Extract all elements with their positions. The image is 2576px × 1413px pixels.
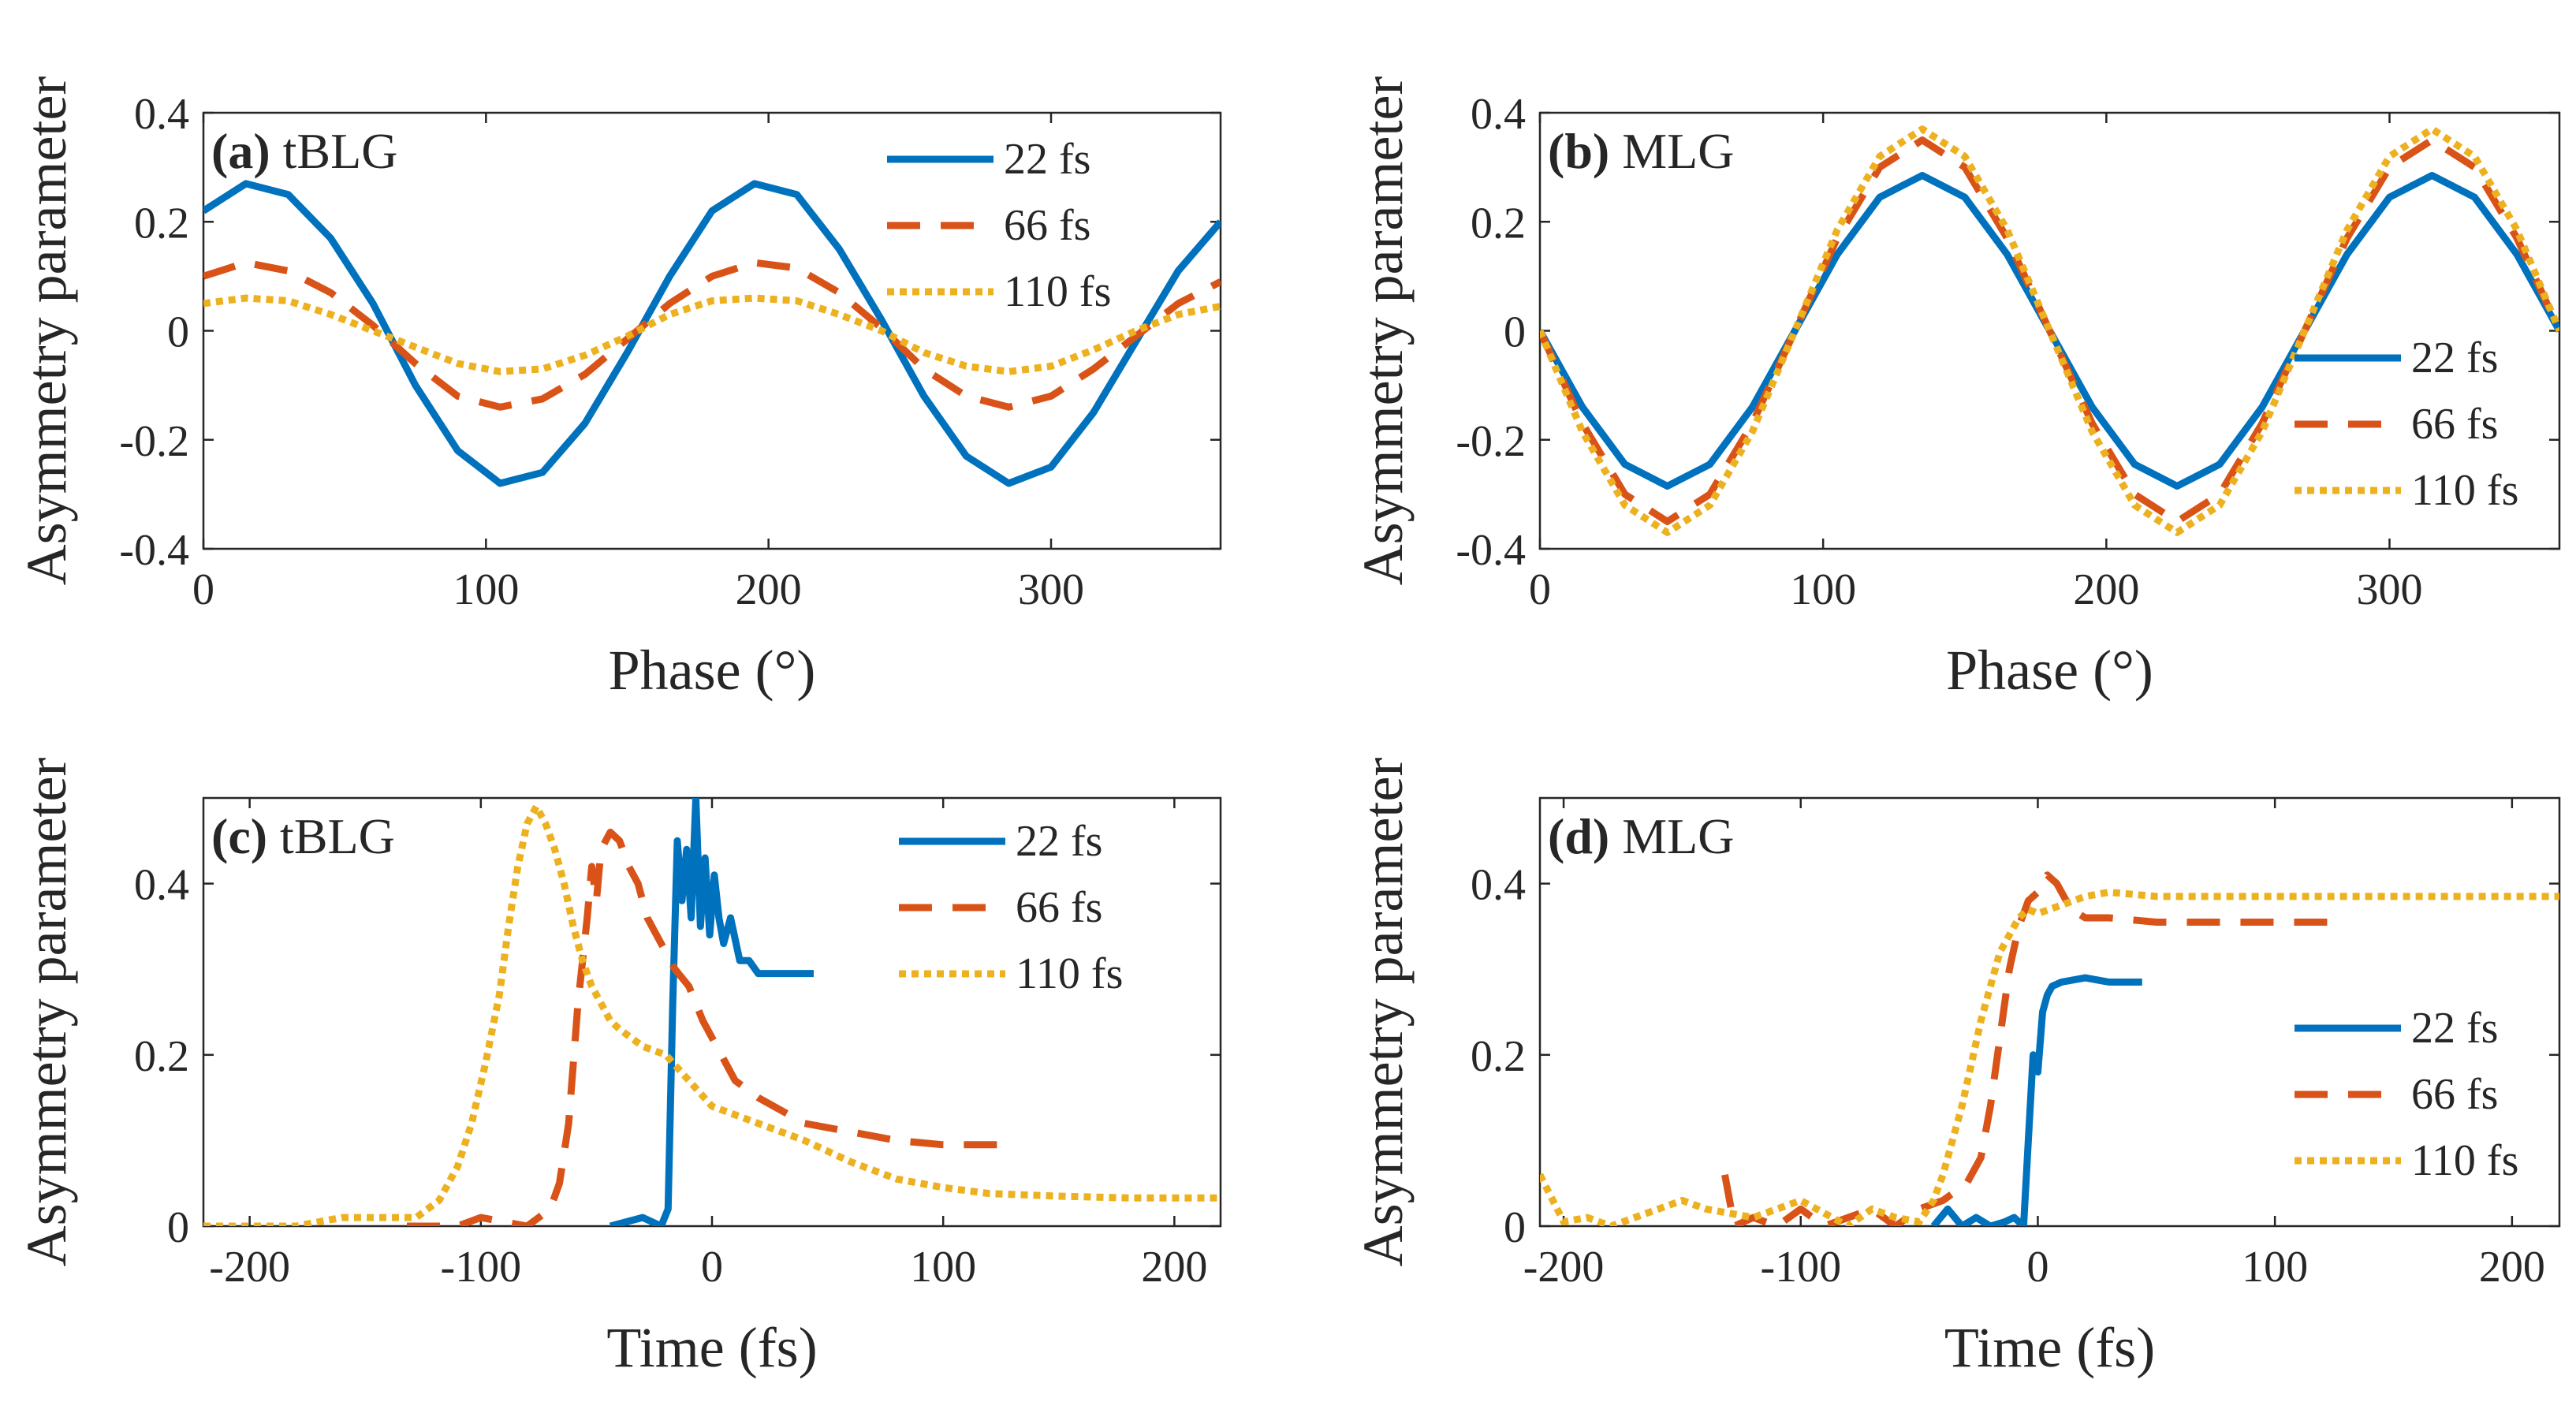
legend-label: 66 fs	[1016, 883, 1102, 932]
y-tick-label: 0.2	[1471, 1032, 1526, 1081]
y-tick-label: 0	[167, 308, 189, 357]
series-line-110-fs	[1540, 125, 2559, 536]
legend-label: 22 fs	[1016, 817, 1102, 866]
y-tick-label: -0.2	[1456, 417, 1526, 466]
x-tick-label: 100	[910, 1243, 976, 1292]
panel-sample: MLG	[1622, 123, 1734, 179]
panel-tag: (c)	[211, 808, 280, 864]
x-tick-label: 300	[1018, 565, 1084, 614]
legend: 22 fs 66 fs 110 fs	[2295, 1004, 2518, 1185]
series-group	[1540, 871, 2559, 1226]
series-group	[203, 180, 1221, 487]
series-line-22-fs	[609, 798, 814, 1226]
x-tick-label: 100	[1790, 565, 1856, 614]
legend: 22 fs 66 fs 110 fs	[899, 817, 1123, 998]
x-tick-label: 0	[701, 1243, 723, 1292]
legend-label: 110 fs	[2411, 1136, 2518, 1185]
legend-label: 110 fs	[1004, 267, 1111, 316]
y-tick-label: 0.4	[134, 861, 189, 910]
y-tick-label: 0.2	[134, 1032, 189, 1081]
series-line-22-fs	[1930, 974, 2142, 1226]
legend-label: 22 fs	[2411, 334, 2498, 382]
y-axis-label: Asymmetry parameter	[1351, 758, 1415, 1267]
x-tick-label: 200	[2479, 1243, 2545, 1292]
panel-sample: tBLG	[283, 123, 398, 179]
y-tick-label: -0.4	[1456, 526, 1526, 575]
y-tick-label: 0.4	[1471, 861, 1526, 910]
panel-b: 0 100 200 300 -0.4 -0.2 0 0.2 0.4 Phase (°) Asymme…	[1351, 76, 2561, 702]
series-group	[203, 798, 1221, 1226]
series-line-66-fs	[203, 259, 1221, 411]
y-tick-label: 0.2	[1471, 199, 1526, 248]
x-axis-label: Time (fs)	[606, 1316, 817, 1379]
panel-d: -200 -100 0 100 200 0 0.2 0.4 Time (fs) Asymmetry…	[1351, 758, 2561, 1379]
y-tick-label: 0	[1504, 1203, 1526, 1252]
y-tick-label: 0.4	[1471, 90, 1526, 139]
panel-a: 0 100 200 300 -0.4 -0.2 0 0.2 0.4 Phase (°) Asymme…	[15, 76, 1222, 702]
y-tick-label: 0.4	[134, 90, 189, 139]
x-axis-label: Time (fs)	[1944, 1316, 2155, 1379]
legend-label: 66 fs	[2411, 400, 2498, 449]
series-line-110-fs	[203, 803, 1221, 1226]
x-axis-label: Phase (°)	[1946, 639, 2153, 702]
legend-label: 22 fs	[1004, 135, 1090, 184]
panel-title: (a) tBLG	[211, 123, 397, 179]
series-line-110-fs	[1540, 889, 2559, 1226]
panel-c: -200 -100 0 100 200 0 0.2 0.4 Time (fs) Asymmetry…	[15, 758, 1222, 1379]
x-tick-label: 200	[2073, 565, 2139, 614]
y-tick-label: -0.2	[119, 417, 189, 466]
panel-title: (d) MLG	[1548, 808, 1734, 864]
x-axis-label: Phase (°)	[609, 639, 816, 702]
series-line-66-fs	[1540, 136, 2559, 525]
x-tick-label: 0	[2026, 1243, 2048, 1292]
panel-title: (b) MLG	[1548, 123, 1734, 179]
plot-frame	[1538, 796, 2561, 1228]
x-tick-label: 100	[2242, 1243, 2308, 1292]
legend-label: 110 fs	[1016, 949, 1123, 998]
panel-tag: (b)	[1548, 123, 1622, 179]
x-tick-label: -100	[1760, 1243, 1841, 1292]
x-tick-label: 0	[192, 565, 214, 614]
panel-sample: MLG	[1622, 808, 1734, 864]
legend-label: 66 fs	[2411, 1070, 2498, 1119]
legend: 22 fs 66 fs 110 fs	[887, 135, 1111, 316]
y-tick-label: 0.2	[134, 199, 189, 248]
series-line-66-fs	[1721, 871, 2347, 1226]
x-tick-label: 200	[736, 565, 802, 614]
y-tick-label: -0.4	[119, 526, 189, 575]
y-axis-label: Asymmetry parameter	[15, 76, 78, 586]
panel-tag: (a)	[211, 123, 283, 179]
series-line-66-fs	[407, 828, 1013, 1226]
panel-title: (c) tBLG	[211, 808, 395, 864]
x-tick-label: -200	[209, 1243, 290, 1292]
y-axis-label: Asymmetry parameter	[1351, 76, 1415, 586]
x-tick-label: -100	[440, 1243, 521, 1292]
series-line-110-fs	[203, 294, 1221, 375]
x-tick-label: 300	[2357, 565, 2423, 614]
x-tick-label: 0	[1529, 565, 1551, 614]
series-group	[1540, 125, 2559, 536]
y-tick-label: 0	[167, 1203, 189, 1252]
y-axis-label: Asymmetry parameter	[15, 758, 78, 1267]
series-line-22-fs	[203, 180, 1221, 487]
x-tick-label: 200	[1141, 1243, 1207, 1292]
legend-label: 66 fs	[1004, 201, 1090, 250]
x-tick-label: -200	[1523, 1243, 1605, 1292]
y-tick-label: 0	[1504, 308, 1526, 357]
legend: 22 fs 66 fs 110 fs	[2295, 334, 2518, 515]
panel-tag: (d)	[1548, 808, 1622, 864]
x-tick-label: 100	[453, 565, 519, 614]
legend-label: 110 fs	[2411, 466, 2518, 515]
panel-sample: tBLG	[280, 808, 395, 864]
legend-label: 22 fs	[2411, 1004, 2498, 1053]
